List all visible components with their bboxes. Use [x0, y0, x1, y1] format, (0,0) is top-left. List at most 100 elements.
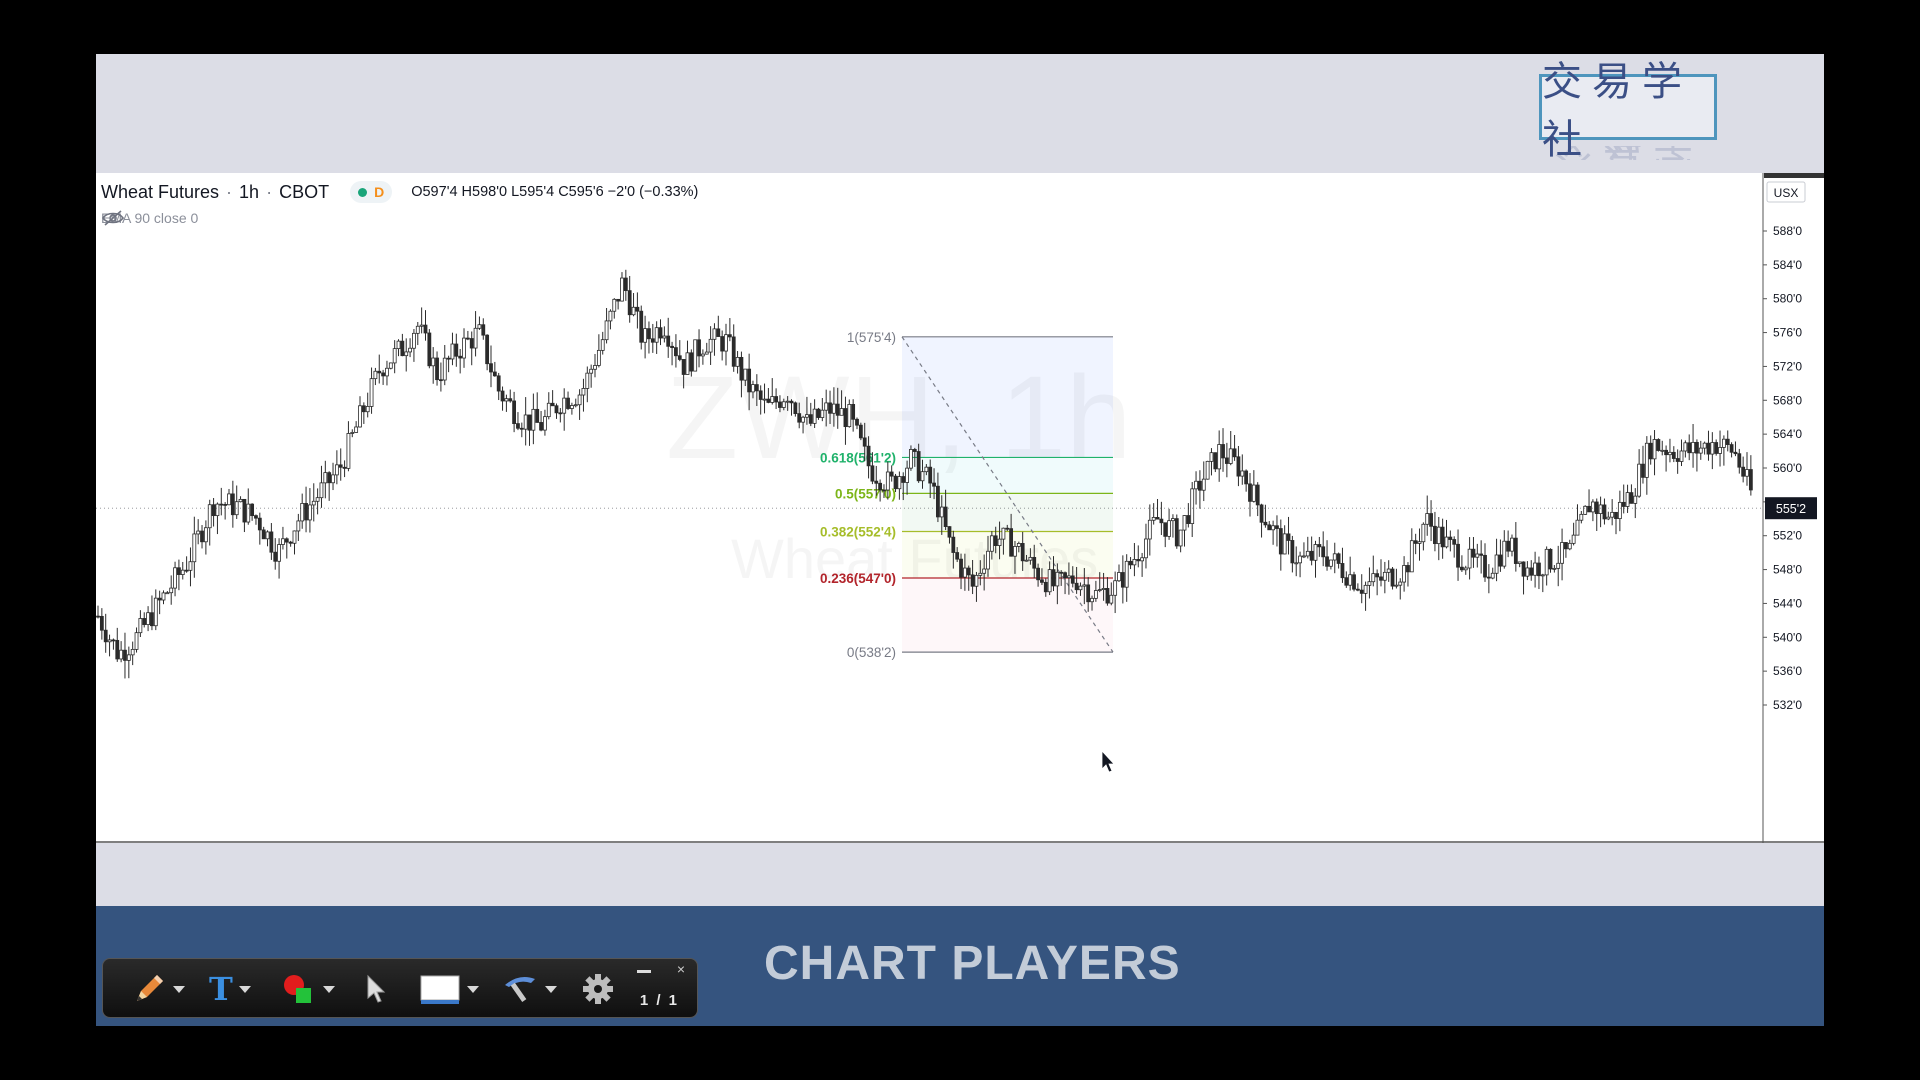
candle-body [885, 471, 890, 491]
pointer-tool[interactable] [365, 959, 387, 1019]
candle-body [612, 298, 617, 312]
chevron-down-icon[interactable] [545, 985, 557, 993]
candle-body [1429, 513, 1433, 527]
candle-body [1055, 571, 1060, 587]
hidden-eye-icon[interactable] [101, 210, 125, 226]
market-status-badge[interactable]: D [350, 181, 393, 203]
minimize-button[interactable] [637, 970, 651, 973]
candle-body [1714, 442, 1719, 454]
chart-panel[interactable]: ZWH, 1h Wheat Futures 1(575'4) 0.618(561'2)… [96, 173, 1824, 843]
candle-body [1621, 501, 1626, 507]
candle-body [508, 398, 513, 402]
candle-body [1506, 540, 1511, 552]
candle-body [1452, 539, 1457, 545]
candle-body [1232, 448, 1237, 458]
background-icon [420, 975, 460, 1004]
candle-body [516, 423, 520, 429]
candle-body [1394, 584, 1399, 587]
candle-body [650, 338, 655, 343]
currency-label[interactable]: USX [1774, 186, 1799, 200]
candle-body [331, 474, 335, 484]
color-tool[interactable] [281, 959, 335, 1019]
candle-body [130, 648, 135, 656]
candle-body [901, 476, 906, 483]
chevron-down-icon[interactable] [323, 985, 335, 993]
text-tool[interactable]: T [209, 959, 251, 1019]
candle-body [1244, 470, 1249, 485]
interval-label[interactable]: 1h [239, 181, 260, 202]
candle-body [153, 597, 158, 627]
symbol-name[interactable]: Wheat Futures [101, 181, 220, 202]
candle-body [878, 482, 883, 491]
candle-body [677, 355, 682, 360]
candle-body [1001, 527, 1006, 540]
candle-body [419, 324, 424, 327]
candle-body [1240, 470, 1245, 477]
candle-body [1668, 451, 1672, 456]
logo-reflection: 交易学社 [1539, 146, 1717, 160]
y-axis-label: 584'0 [1773, 258, 1802, 272]
legend-separator: · [266, 181, 273, 202]
candle-body [1086, 584, 1091, 603]
candle-body [1379, 576, 1383, 581]
candle-body [485, 334, 490, 365]
candle-body [539, 422, 543, 431]
candle-body [816, 408, 821, 418]
candle-body [1459, 566, 1464, 571]
candle-body [766, 398, 771, 403]
chevron-down-icon[interactable] [238, 985, 251, 993]
candle-body [743, 368, 748, 381]
candle-body [250, 503, 255, 517]
candle-body [1467, 548, 1472, 569]
candle-body [1648, 442, 1653, 460]
candle-body [1067, 575, 1071, 579]
last-price-label: 555'2 [1776, 502, 1806, 516]
candle-body [554, 405, 559, 414]
candle-body [593, 365, 597, 370]
candle-body [96, 615, 100, 618]
candle-body [1271, 525, 1276, 531]
candle-body [173, 567, 177, 589]
candle-body [1167, 520, 1171, 537]
candle-body [319, 482, 324, 499]
mouse-cursor-icon [1101, 749, 1115, 773]
candle-body [273, 551, 278, 562]
candle-body [639, 310, 644, 343]
chevron-down-icon[interactable] [173, 985, 185, 993]
candle-body [230, 493, 235, 516]
pencil-tool[interactable] [131, 959, 185, 1019]
candle-body [215, 503, 220, 517]
candle-body [1548, 548, 1553, 570]
pointer-icon [367, 974, 386, 1003]
chevron-down-icon[interactable] [467, 985, 479, 993]
y-axis-label: 536'0 [1773, 664, 1802, 678]
candle-body [789, 400, 794, 404]
y-axis-label: 548'0 [1773, 563, 1802, 577]
candle-body [1217, 444, 1222, 470]
fib-zone [902, 531, 1113, 579]
candle-body [1440, 526, 1445, 548]
fib-level-label: 0.618(561'2) [820, 450, 896, 465]
close-button[interactable]: × [676, 961, 685, 977]
candle-body [1637, 463, 1642, 497]
candle-body [1517, 561, 1522, 564]
candle-body [566, 397, 570, 409]
candle-body [751, 384, 755, 393]
eraser-tool[interactable] [501, 959, 557, 1019]
background-tool[interactable] [419, 959, 479, 1019]
candle-body [1702, 442, 1707, 449]
candle-body [288, 541, 293, 544]
candle-body [1151, 517, 1156, 521]
candle-body [412, 332, 416, 349]
settings-tool[interactable] [581, 959, 615, 1019]
candle-body [558, 412, 563, 415]
candle-body [415, 325, 420, 334]
candle-body [1614, 511, 1618, 520]
candle-body [1525, 567, 1530, 577]
candle-body [1409, 540, 1414, 573]
ema-indicator-label[interactable]: EMA 90 close 0 [101, 210, 199, 226]
candle-body [1282, 533, 1287, 555]
candle-body [1105, 588, 1110, 604]
candle-body [735, 356, 740, 367]
